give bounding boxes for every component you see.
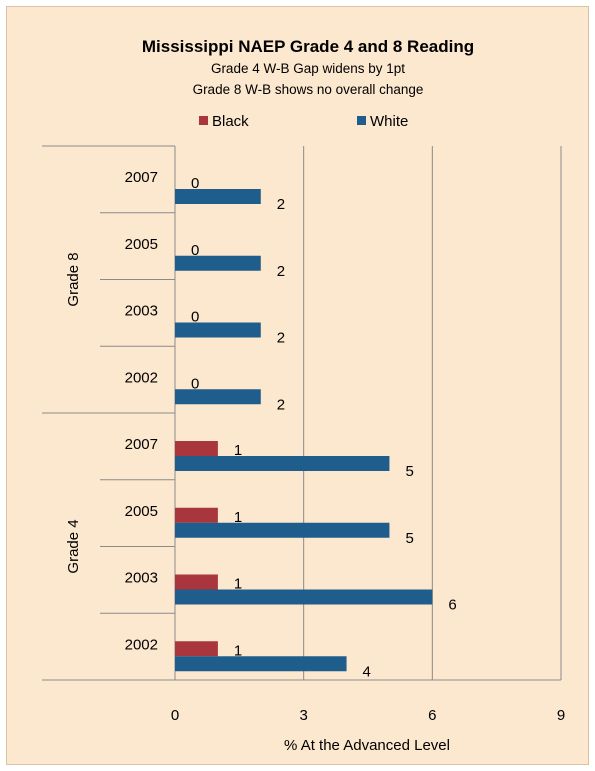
data-label-white: 2	[277, 396, 285, 413]
bar-white	[175, 522, 390, 538]
x-tick-label: 3	[299, 707, 307, 724]
group-label: Grade 4	[65, 519, 82, 573]
chart-title: Mississippi NAEP Grade 4 and 8 Reading	[142, 37, 474, 56]
category-label: 2003	[125, 303, 158, 320]
bar-white	[175, 189, 261, 204]
group-label: Grade 8	[65, 252, 82, 306]
data-label-white: 2	[277, 196, 285, 213]
category-label: 2002	[125, 636, 158, 653]
data-label-black: 0	[191, 175, 199, 192]
data-label-black: 1	[234, 442, 242, 459]
bar-black	[175, 641, 218, 657]
data-label-white: 2	[277, 330, 285, 347]
data-label-black: 1	[234, 509, 242, 526]
data-label-white: 5	[405, 463, 413, 480]
bar-black	[175, 574, 218, 590]
data-label-black: 1	[234, 576, 242, 593]
category-label: 2007	[125, 436, 158, 453]
chart-frame	[6, 6, 589, 765]
x-tick-label: 9	[557, 707, 565, 724]
data-label-white: 5	[405, 530, 413, 547]
bar-white	[175, 389, 261, 405]
x-axis-title: % At the Advanced Level	[284, 737, 450, 754]
data-label-black: 1	[234, 642, 242, 659]
data-label-white: 6	[448, 597, 456, 614]
bar-black	[175, 441, 218, 456]
x-tick-label: 6	[428, 707, 436, 724]
legend-label-black: Black	[212, 113, 249, 130]
data-label-black: 0	[191, 309, 199, 326]
data-label-white: 4	[363, 663, 371, 680]
data-label-black: 0	[191, 242, 199, 259]
bar-white	[175, 656, 347, 672]
bar-black	[175, 507, 218, 523]
legend-swatch-white	[357, 116, 366, 125]
chart-subtitle-1: Grade 4 W-B Gap widens by 1pt	[211, 61, 405, 76]
category-label: 2003	[125, 570, 158, 587]
bar-white	[175, 589, 433, 605]
category-label: 2007	[125, 169, 158, 186]
data-label-black: 0	[191, 375, 199, 392]
category-label: 2005	[125, 236, 158, 253]
bar-white	[175, 322, 261, 338]
plot-area: 0 3 6 9 Grade 8 Grade 4 2007 0 2 2005 0 2 2003 0 2 2002…	[42, 145, 565, 724]
legend: Black White	[199, 113, 408, 130]
legend-swatch-black	[199, 116, 208, 125]
bar-white	[175, 255, 261, 271]
chart-subtitle-2: Grade 8 W-B shows no overall change	[193, 82, 424, 97]
category-label: 2002	[125, 369, 158, 386]
x-tick-label: 0	[171, 707, 179, 724]
bar-white	[175, 456, 390, 471]
legend-label-white: White	[370, 113, 408, 130]
category-label: 2005	[125, 503, 158, 520]
data-label-white: 2	[277, 263, 285, 280]
